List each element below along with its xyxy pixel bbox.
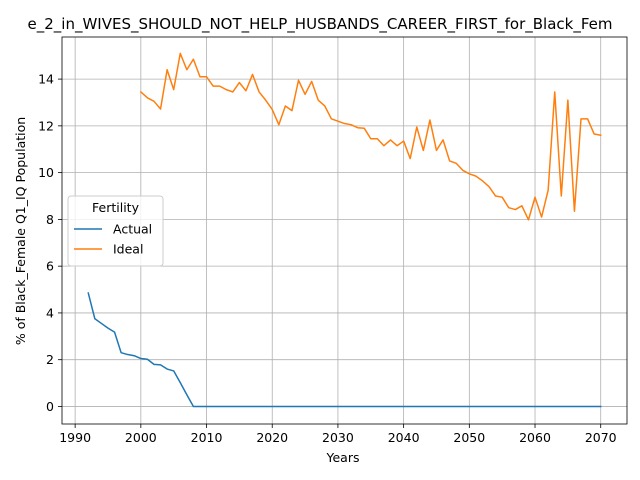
legend-entries: Actual Ideal bbox=[74, 222, 152, 257]
series-lines bbox=[87, 52, 602, 408]
y-axis-label: % of Black_Female Q1_IQ Population bbox=[13, 117, 28, 345]
x-tick-label: 2040 bbox=[388, 430, 420, 445]
legend: Fertility Actual Ideal bbox=[67, 195, 164, 267]
axis-ticks: 1990 2000 2010 2020 2030 2040 2050 2060 2070 0 2 4 6… bbox=[38, 72, 617, 445]
x-tick-label: 2020 bbox=[256, 430, 288, 445]
x-tick-label: 2010 bbox=[191, 430, 223, 445]
series-line-ideal bbox=[139, 52, 602, 221]
x-tick-label: 2050 bbox=[453, 430, 485, 445]
y-tick-label: 0 bbox=[46, 399, 54, 414]
y-tick-label: 2 bbox=[46, 352, 54, 367]
y-tick-label: 10 bbox=[38, 165, 54, 180]
plot-frame bbox=[61, 36, 628, 425]
y-tick-label: 8 bbox=[46, 212, 54, 227]
y-tick-label: 6 bbox=[46, 259, 54, 274]
legend-title: Fertility bbox=[92, 200, 140, 215]
series-line-actual bbox=[87, 292, 602, 408]
x-tick-label: 2070 bbox=[585, 430, 617, 445]
chart-title: e_2_in_WIVES_SHOULD_NOT_HELP_HUSBANDS_CA… bbox=[28, 15, 613, 34]
y-tick-label: 14 bbox=[38, 72, 54, 87]
x-tick-label: 2060 bbox=[519, 430, 551, 445]
x-tick-label: 2000 bbox=[125, 430, 157, 445]
y-tick-label: 4 bbox=[46, 305, 54, 320]
x-axis-label: Years bbox=[326, 450, 360, 465]
y-tick-label: 12 bbox=[38, 118, 54, 133]
legend-label-ideal: Ideal bbox=[113, 242, 143, 257]
x-tick-label: 1990 bbox=[59, 430, 91, 445]
legend-label-actual: Actual bbox=[113, 222, 152, 237]
grid-lines bbox=[62, 37, 627, 424]
x-tick-label: 2030 bbox=[322, 430, 354, 445]
